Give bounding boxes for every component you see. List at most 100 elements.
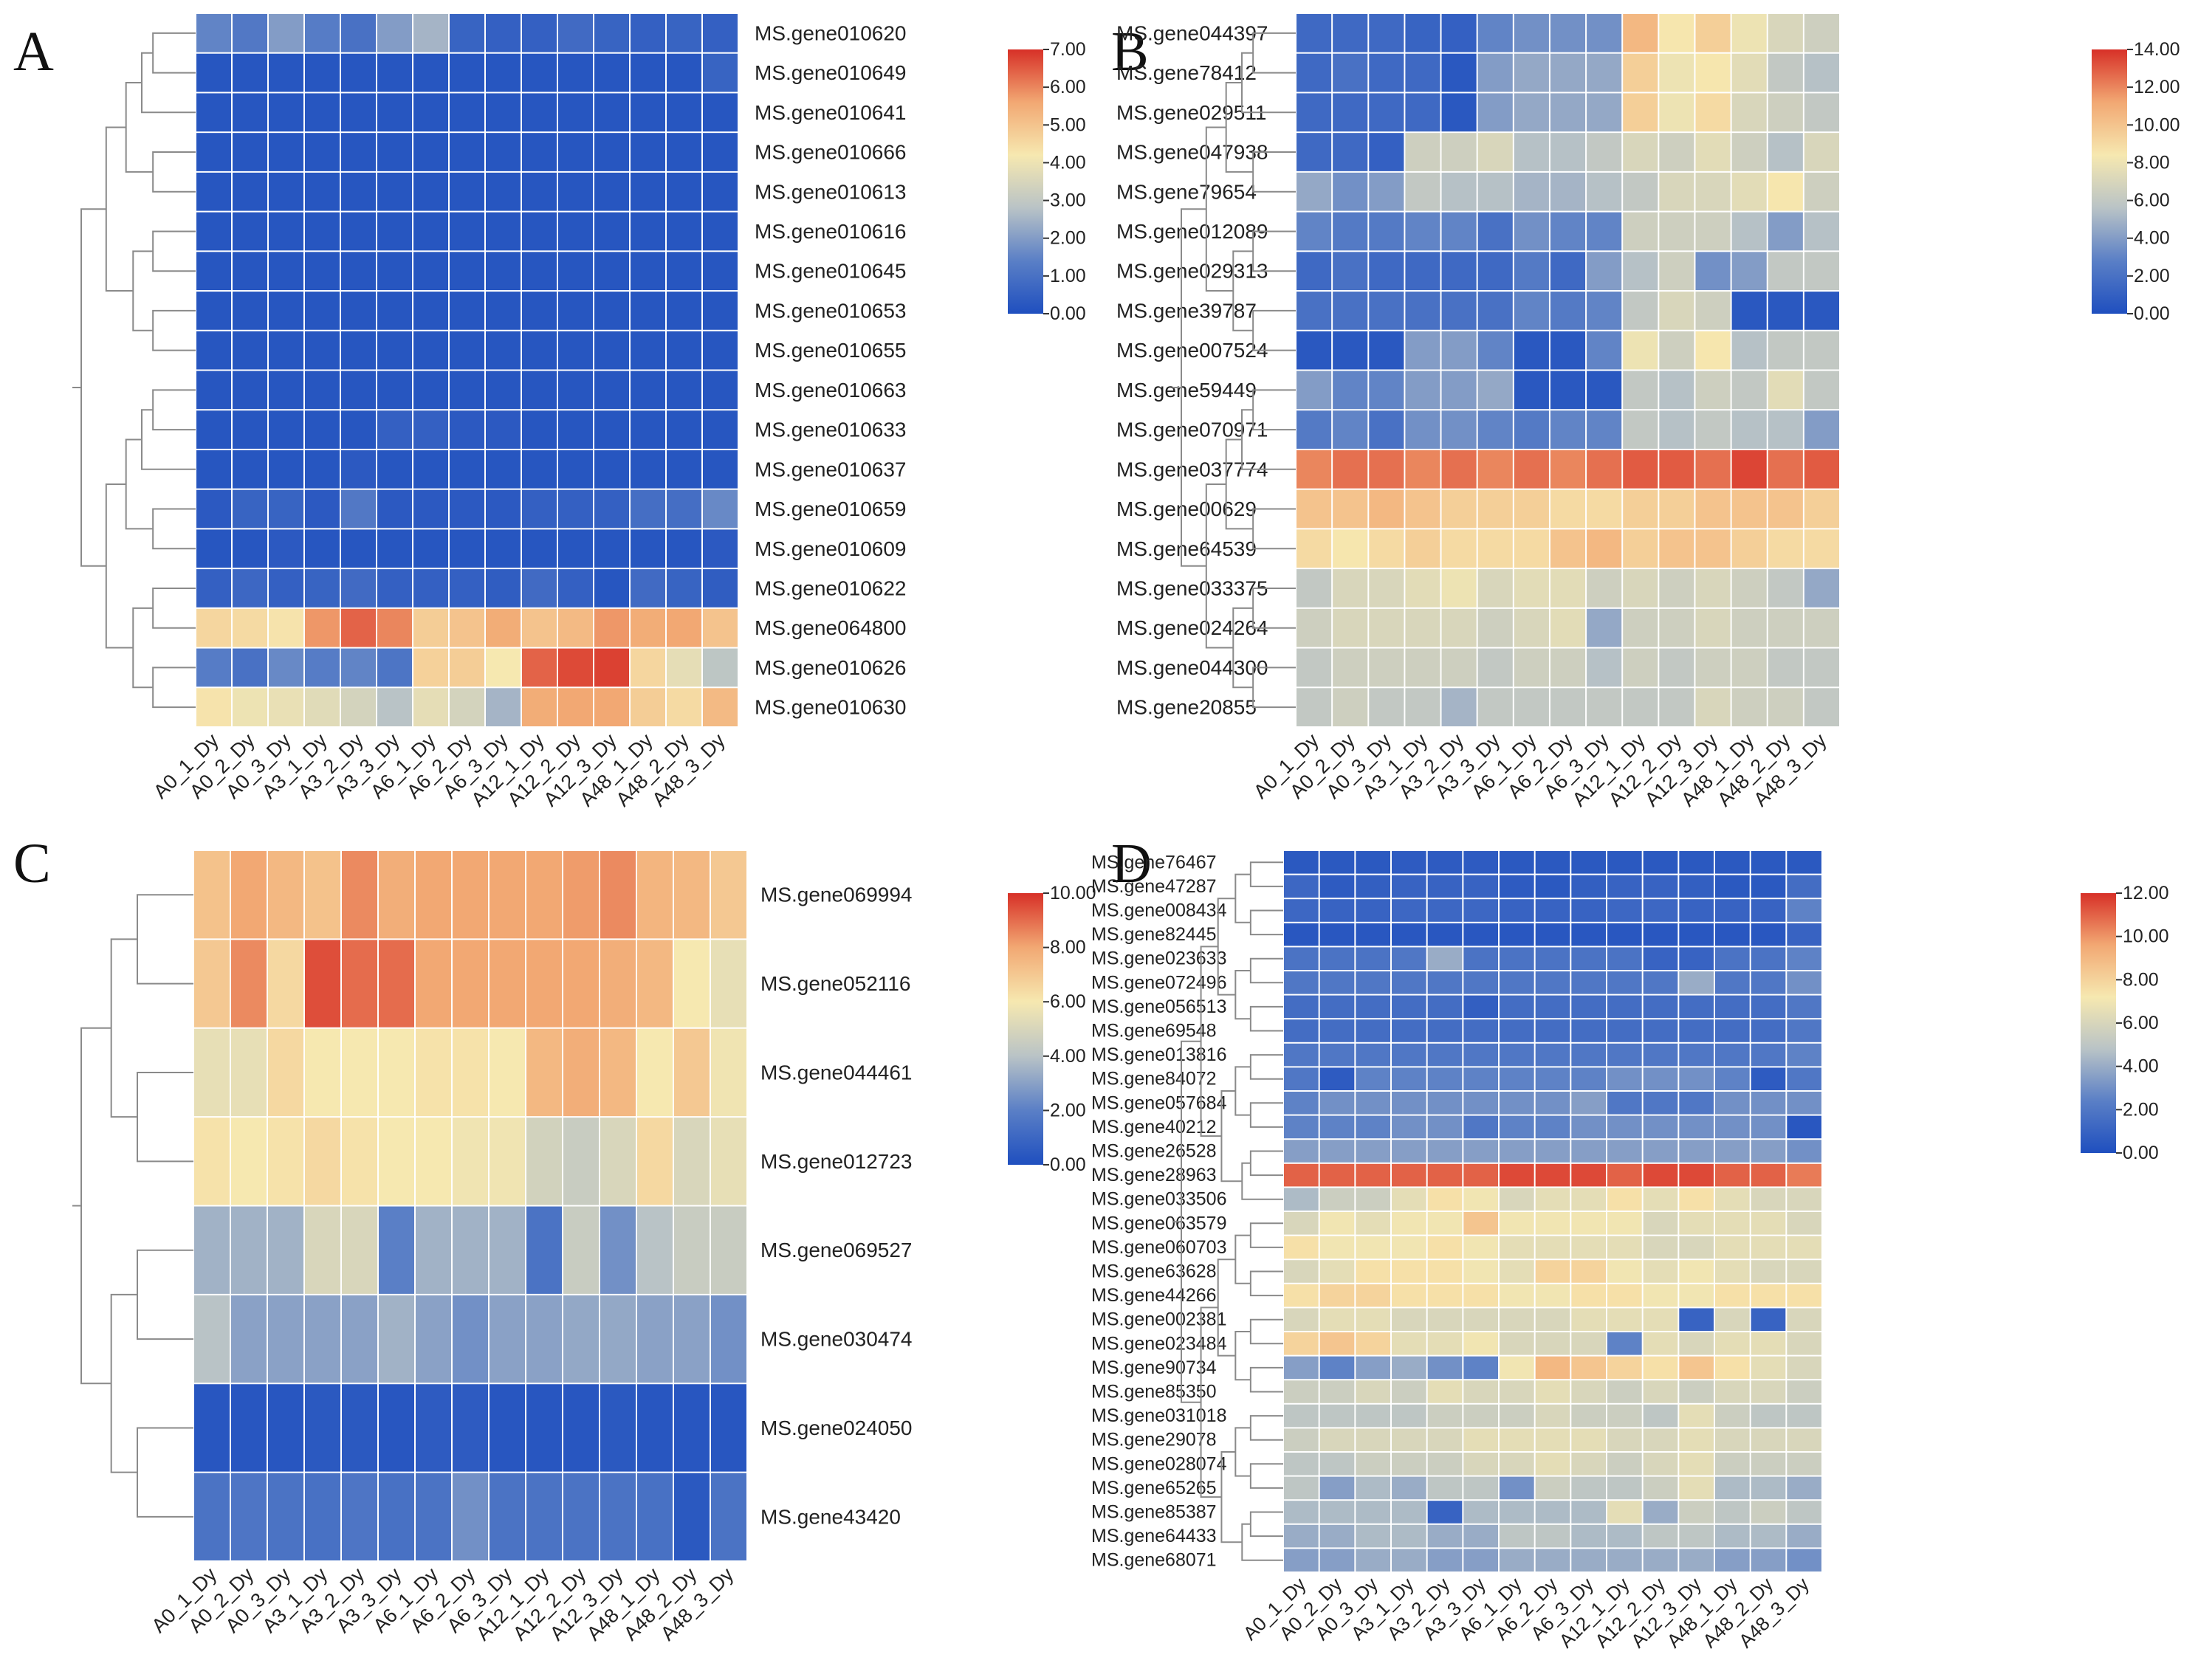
heatmap-cell	[1607, 1236, 1642, 1259]
heatmap-cell	[1463, 1236, 1498, 1259]
heatmap-cell	[1550, 292, 1586, 330]
heatmap-cell	[1392, 899, 1426, 922]
heatmap-cell	[1392, 851, 1426, 874]
heatmap-cell	[379, 1473, 414, 1561]
heatmap-cell	[1284, 875, 1319, 898]
heatmap-cell	[1768, 569, 1803, 607]
heatmap-cell	[674, 1384, 710, 1472]
heatmap-cell	[1715, 1067, 1750, 1090]
heatmap-cell	[637, 1473, 673, 1561]
heatmap-cell	[1535, 1524, 1570, 1548]
heatmap-cell	[667, 14, 701, 52]
heatmap-panel-b: BMS.gene044397MS.gene78412MS.gene029511M…	[1111, 13, 2180, 810]
colorbar-tick-label: 4.00	[2123, 1056, 2159, 1077]
heatmap-cell	[1715, 1453, 1750, 1476]
heatmap-cell	[341, 292, 376, 330]
heatmap-cell	[1427, 1067, 1463, 1090]
heatmap-cell	[1695, 331, 1731, 370]
heatmap-cell	[1356, 1476, 1390, 1500]
heatmap-cell	[1607, 923, 1642, 946]
heatmap-cell	[1441, 450, 1477, 489]
heatmap-cell	[1643, 1404, 1678, 1428]
heatmap-cell	[231, 940, 267, 1027]
heatmap-cell	[1768, 172, 1803, 211]
dendrogram-branch	[141, 52, 196, 114]
heatmap-cell	[413, 212, 448, 251]
heatmap-cell	[1751, 1404, 1786, 1428]
gene-label: MS.gene008434	[1091, 901, 1227, 921]
heatmap-cell	[413, 133, 448, 171]
gene-label: MS.gene010655	[755, 339, 907, 362]
heatmap-cell	[196, 133, 231, 171]
gene-label: MS.gene44266	[1091, 1285, 1217, 1306]
heatmap-cell	[637, 1118, 673, 1205]
heatmap-cell	[522, 608, 557, 647]
heatmap-cell	[1679, 1236, 1714, 1259]
heatmap-cell	[1500, 1140, 1534, 1163]
heatmap-cell	[1392, 1115, 1426, 1139]
heatmap-cell	[1392, 875, 1426, 898]
heatmap-cell	[1369, 14, 1404, 52]
heatmap-cell	[1500, 1549, 1534, 1571]
heatmap-cell	[490, 1028, 525, 1117]
heatmap-cell	[703, 331, 738, 370]
panel-letter: B	[1111, 21, 1149, 83]
heatmap-cell	[1356, 995, 1390, 1019]
heatmap-cell	[450, 371, 484, 410]
dendrogram-branch	[1252, 389, 1296, 431]
heatmap-cell	[1571, 1549, 1606, 1571]
heatmap-cell	[1623, 331, 1658, 370]
heatmap-cell	[674, 1295, 710, 1383]
heatmap-cell	[1500, 1404, 1534, 1428]
heatmap-cell	[1463, 1524, 1498, 1548]
gene-label: MS.gene64433	[1091, 1526, 1217, 1546]
heatmap-cell	[1679, 995, 1714, 1019]
heatmap-cell	[1441, 688, 1477, 726]
heatmap-cell	[1804, 688, 1839, 726]
heatmap-cell	[453, 1118, 488, 1205]
heatmap-cell	[1571, 1260, 1606, 1283]
heatmap-cell	[600, 1295, 636, 1383]
heatmap-cell	[377, 569, 412, 607]
heatmap-cell	[1623, 14, 1658, 52]
panel-letter: D	[1111, 833, 1152, 895]
heatmap-cell	[674, 851, 710, 939]
heatmap-cell	[1463, 1115, 1498, 1139]
heatmap-cell	[1477, 212, 1513, 251]
heatmap-cell	[1659, 93, 1694, 132]
heatmap-cell	[1787, 1404, 1821, 1428]
heatmap-cell	[522, 529, 557, 568]
heatmap-cell	[377, 252, 412, 291]
gene-label: MS.gene010653	[755, 299, 907, 322]
heatmap-cell	[1623, 489, 1658, 529]
heatmap-cell	[1535, 947, 1570, 970]
heatmap-cell	[1319, 923, 1355, 946]
heatmap-cell	[305, 292, 340, 330]
heatmap-cell	[379, 940, 414, 1027]
heatmap-cell	[1550, 133, 1586, 171]
heatmap-cell	[1356, 1115, 1390, 1139]
heatmap-cell	[1804, 212, 1839, 251]
colorbar-tick-label: 4.00	[1050, 1046, 1086, 1067]
heatmap-cell	[1441, 569, 1477, 607]
heatmap-cell	[1607, 1453, 1642, 1476]
heatmap-cell	[1679, 1067, 1714, 1090]
heatmap-cell	[1715, 1549, 1750, 1571]
colorbar-tick-label: 0.00	[1050, 1154, 1086, 1175]
heatmap-cell	[1284, 1404, 1319, 1428]
heatmap-cell	[1356, 1332, 1390, 1355]
heatmap-cell	[486, 529, 521, 568]
heatmap-cell	[1500, 1501, 1534, 1524]
heatmap-cell	[563, 1206, 599, 1294]
heatmap-cell	[631, 133, 665, 171]
heatmap-cell	[1356, 1260, 1390, 1283]
heatmap-cell	[379, 1295, 414, 1383]
heatmap-cell	[377, 331, 412, 370]
heatmap-cell	[1587, 53, 1622, 92]
heatmap-cell	[558, 133, 593, 171]
heatmap-cell	[233, 648, 267, 687]
heatmap-cell	[1607, 1524, 1642, 1548]
heatmap-cell	[1333, 608, 1368, 647]
colorbar-tick-label: 2.00	[2134, 266, 2170, 286]
heatmap-cell	[1500, 1019, 1534, 1042]
